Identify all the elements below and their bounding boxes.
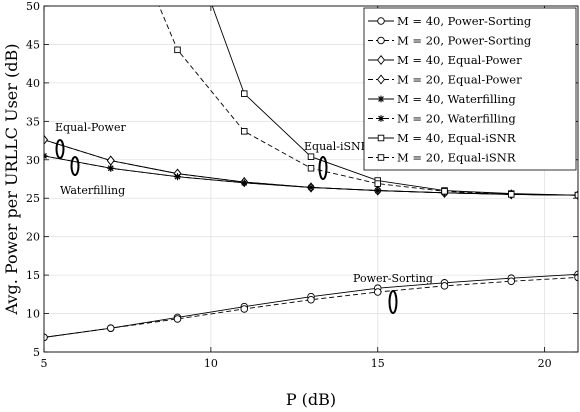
- data-point-m-20-equal-isnr: [374, 180, 382, 187]
- y-tick-label: 40: [26, 77, 40, 90]
- legend: M = 40, Power-Sorting M = 20, Power-Sorti…: [363, 7, 577, 171]
- annotation-ellipse-equal-isnr: [318, 156, 328, 180]
- series-line-m-20-power-sorting: [44, 276, 578, 338]
- y-tick-label: 20: [26, 231, 40, 244]
- y-tick-label: 50: [26, 0, 40, 13]
- series-line-m-20-waterfilling: [44, 155, 578, 196]
- x-tick-label: 20: [538, 357, 552, 370]
- legend-label: M = 40, Waterfilling: [397, 92, 516, 106]
- data-point-m-20-waterfilling: [44, 152, 48, 160]
- data-point-m-20-power-sorting: [307, 295, 315, 304]
- data-point-m-20-power-sorting: [374, 288, 382, 296]
- legend-marker: [377, 36, 385, 45]
- legend-label: M = 40, Power-Sorting: [397, 14, 532, 28]
- series-m-20-power-sorting: [44, 273, 578, 342]
- legend-marker: [377, 95, 385, 103]
- data-point-m-20-equal-isnr: [441, 188, 448, 195]
- annotation-equal-power: Equal-Power: [55, 121, 126, 134]
- legend-label: M = 20, Equal-iSNR: [397, 151, 516, 165]
- annotation-ellipse-waterfilling: [70, 156, 80, 176]
- data-point-m-20-waterfilling: [107, 164, 115, 172]
- data-point-m-20-waterfilling: [374, 187, 382, 194]
- legend-box: [363, 7, 577, 171]
- tick-group: 5 10 15 20 5 10 15 20 25 30 35 40 45 50: [26, 0, 578, 370]
- x-tick-label: 15: [371, 357, 385, 370]
- annotation-ellipse-power-sorting: [388, 290, 398, 314]
- legend-marker: [377, 54, 385, 66]
- annotation-group: Equal-Power Waterfilling Equal-iSNR Powe…: [55, 121, 433, 314]
- axes-frame: [43, 5, 579, 353]
- x-tick-label: 5: [41, 357, 48, 370]
- legend-marker: [377, 134, 385, 142]
- x-tick-label: 10: [204, 357, 218, 370]
- data-point-m-20-power-sorting: [240, 305, 248, 313]
- legend-item-m-40-power-sorting: M = 40, Power-Sorting: [368, 14, 532, 28]
- data-point-m-20-equal-isnr: [240, 128, 248, 135]
- data-point-m-20-power-sorting: [507, 277, 516, 286]
- legend-label: M = 40, Equal-iSNR: [397, 131, 516, 145]
- legend-label: M = 20, Power-Sorting: [397, 34, 532, 48]
- legend-marker: [377, 17, 385, 25]
- data-point-m-40-equal-isnr: [307, 153, 315, 160]
- x-axis-label: P (dB): [286, 390, 336, 409]
- y-tick-label: 30: [26, 154, 40, 167]
- series-group: [44, 6, 578, 342]
- legend-marker: [377, 74, 385, 85]
- data-point-m-20-equal-isnr: [574, 191, 578, 199]
- data-point-m-20-equal-isnr: [174, 46, 181, 54]
- y-tick-label: 15: [26, 269, 40, 282]
- annotation-ellipse-equal-power: [55, 139, 65, 159]
- legend-marker: [377, 115, 385, 122]
- y-tick-label: 35: [26, 115, 40, 128]
- y-tick-label: 45: [26, 38, 40, 51]
- legend-label: M = 20, Waterfilling: [397, 112, 516, 126]
- y-tick-label: 25: [26, 192, 40, 205]
- series-line-m-20-equal-isnr: [158, 6, 578, 196]
- data-point-m-20-equal-power: [44, 134, 48, 145]
- data-point-m-20-waterfilling: [240, 179, 248, 187]
- data-point-m-20-equal-isnr: [508, 191, 515, 198]
- legend-label: M = 40, Equal-Power: [397, 53, 522, 67]
- y-tick-label: 5: [33, 346, 40, 359]
- legend-label: M = 20, Equal-Power: [397, 73, 522, 87]
- annotation-equal-isnr: Equal-iSNR: [304, 140, 370, 153]
- data-point-m-20-equal-isnr: [307, 164, 315, 172]
- data-point-m-20-power-sorting: [574, 273, 578, 282]
- legend-item-m-20-equal-power: M = 20, Equal-Power: [368, 73, 522, 87]
- data-point-m-20-power-sorting: [173, 315, 182, 323]
- data-point-m-20-waterfilling: [307, 184, 315, 191]
- legend-item-m-20-equal-isnr: M = 20, Equal-iSNR: [368, 151, 516, 165]
- annotation-waterfilling: Waterfilling: [60, 184, 125, 197]
- legend-marker: [377, 154, 385, 161]
- data-point-m-40-equal-isnr: [240, 90, 248, 97]
- legend-item-m-40-equal-power: M = 40, Equal-Power: [368, 53, 522, 67]
- data-point-m-20-waterfilling: [174, 173, 181, 181]
- series-m-20-equal-isnr: [158, 6, 578, 199]
- y-tick-label: 10: [26, 308, 40, 321]
- legend-item-m-20-power-sorting: M = 20, Power-Sorting: [368, 34, 532, 48]
- y-axis-label: Avg. Power per URLLC User (dB): [2, 44, 21, 316]
- annotation-power-sorting: Power-Sorting: [353, 272, 433, 285]
- series-m-20-waterfilling: [44, 152, 578, 199]
- data-point-m-20-power-sorting: [440, 282, 449, 290]
- data-point-m-20-power-sorting: [106, 324, 115, 332]
- legend-item-m-20-waterfilling: M = 20, Waterfilling: [368, 112, 516, 126]
- legend-item-m-40-equal-isnr: M = 40, Equal-iSNR: [368, 131, 516, 145]
- legend-item-m-40-waterfilling: M = 40, Waterfilling: [368, 92, 516, 106]
